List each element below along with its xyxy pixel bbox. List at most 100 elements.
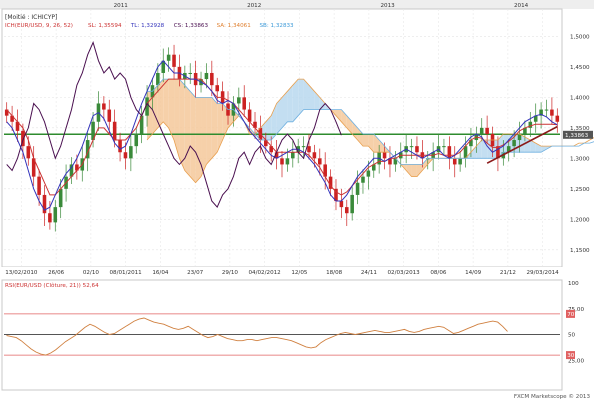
rsi-levels <box>4 313 560 356</box>
candle-body <box>58 188 63 208</box>
candle-body <box>539 109 543 116</box>
candle-body <box>533 115 538 122</box>
candle-body <box>21 130 25 147</box>
candle-body <box>210 72 214 86</box>
candle-body <box>269 146 273 153</box>
y-tick-label: 1,2500 <box>570 187 590 193</box>
cloud-segment <box>308 85 315 110</box>
candle-body <box>69 164 74 177</box>
cloud-segment <box>190 91 196 183</box>
candle-body <box>409 146 414 148</box>
candle-body <box>264 140 268 147</box>
candle-body <box>291 152 295 159</box>
legend-item: SA: 1,34061 <box>217 23 252 29</box>
candle-body <box>334 188 338 202</box>
y-tick-label: 1,5000 <box>570 34 590 40</box>
candle-body <box>517 133 522 141</box>
svg-text:1,33863: 1,33863 <box>565 133 589 139</box>
y-tick-label: 1,1500 <box>570 248 590 254</box>
cloud-segment <box>201 97 207 177</box>
x-tick-label: 14/09 <box>465 270 482 276</box>
candle-body <box>172 54 176 67</box>
candle-body <box>123 152 128 159</box>
watermark: FXCM Marketscope © 2013 <box>514 393 591 400</box>
candle-body <box>318 158 322 165</box>
candle-body <box>328 176 333 189</box>
cloud-segment <box>411 164 417 177</box>
price-panel <box>1 8 563 268</box>
candle-body <box>31 158 36 177</box>
candle-body <box>301 146 306 148</box>
cloud-segment <box>206 97 212 165</box>
kijun-sen-line <box>6 78 558 196</box>
candle-body <box>366 170 371 177</box>
ichimoku-lines <box>6 41 594 211</box>
candle-body <box>350 194 354 214</box>
cloud-segment <box>287 85 293 122</box>
candle-body <box>550 109 554 116</box>
year-label: 2014 <box>514 3 529 9</box>
candle-body <box>355 182 360 195</box>
cloud-segment <box>163 79 169 128</box>
candle-body <box>452 158 457 165</box>
cloud-segment <box>157 79 164 128</box>
candle-body <box>37 176 41 195</box>
rsi-axis: 100 75,00 50 25,00 70 30 <box>566 281 584 364</box>
current-price-badge: 1,33863 <box>563 130 593 139</box>
candle-body <box>4 109 9 116</box>
candle-body <box>485 127 489 134</box>
x-tick-label: 02/10 <box>83 270 100 276</box>
y-tick-label: 1,2000 <box>570 217 590 223</box>
candle-body <box>339 201 344 208</box>
candle-body <box>274 152 279 159</box>
indicator-legend: ICH(EUR/USD, 9, 26, 52) SL: 1,35594 TL: 1,… <box>5 23 294 29</box>
x-tick-label: 12/05 <box>291 270 308 276</box>
cloud-segment <box>530 140 536 153</box>
candle-body <box>107 109 112 122</box>
legend-item: ICH(EUR/USD, 9, 26, 52) <box>5 23 73 29</box>
year-label: 2011 <box>114 3 129 9</box>
trendline[interactable] <box>486 125 558 164</box>
price-axis: 1,5000 1,4500 1,4000 1,3500 1,3000 1,2500 1,20… <box>570 34 590 253</box>
x-tick-label: 29/10 <box>222 270 239 276</box>
legend-item: SB: 1,32833 <box>259 23 294 29</box>
x-tick-label: 23/07 <box>187 270 204 276</box>
candle-body <box>307 146 311 153</box>
cloud-segment <box>362 133 369 147</box>
cloud-segment <box>195 97 202 183</box>
panel-header-label: [Moitié : ICHICYP] <box>5 14 57 21</box>
candle-body <box>156 72 160 86</box>
candle-body <box>215 85 220 92</box>
rsi-tick-label: 25,00 <box>568 358 584 364</box>
cloud-segment <box>535 143 542 153</box>
cloud-segment <box>406 164 412 177</box>
x-tick-label: 08/01/2011 <box>110 270 143 276</box>
legend-item: SL: 1,35594 <box>88 23 122 29</box>
senkou-b-line <box>147 78 594 165</box>
tenkan-sen-line <box>6 60 558 211</box>
candle-body <box>506 146 511 153</box>
candle-body <box>237 97 241 104</box>
candle-body <box>48 213 52 223</box>
candle-body <box>323 164 327 177</box>
x-tick-label: 18/08 <box>326 270 343 276</box>
candlesticks <box>4 44 560 232</box>
x-tick-label: 04/02/2012 <box>249 270 281 276</box>
candle-body <box>544 109 549 111</box>
candle-body <box>344 207 349 214</box>
legend-item: TL: 1,32928 <box>130 23 165 29</box>
candle-body <box>139 115 144 134</box>
candle-body <box>285 158 290 165</box>
candle-body <box>15 121 20 131</box>
candle-body <box>242 97 246 110</box>
candle-body <box>382 152 387 159</box>
candle-body <box>166 54 171 61</box>
rsi-level-badge-label: 30 <box>567 353 575 359</box>
candle-body <box>312 152 317 159</box>
cloud-segment <box>319 97 326 110</box>
x-tick-label: 29/03/2014 <box>527 270 560 276</box>
candle-body <box>53 207 58 223</box>
candle-body <box>253 121 257 128</box>
candle-body <box>112 121 117 141</box>
rsi-level-badge <box>566 309 575 318</box>
